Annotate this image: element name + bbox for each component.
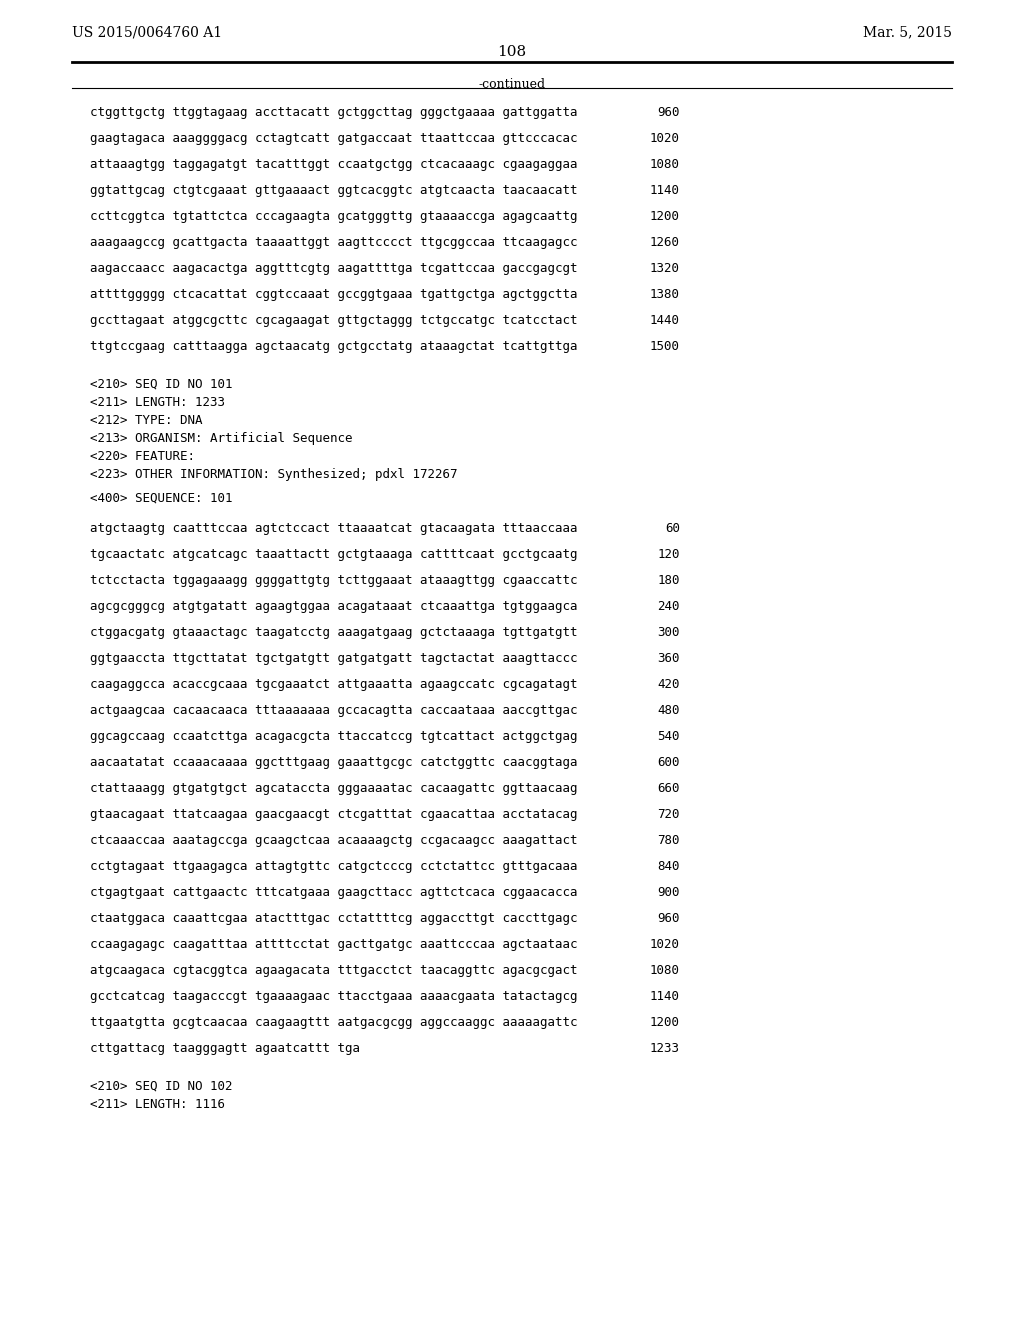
- Text: <211> LENGTH: 1233: <211> LENGTH: 1233: [90, 396, 225, 409]
- Text: ttgtccgaag catttaagga agctaacatg gctgcctatg ataaagctat tcattgttga: ttgtccgaag catttaagga agctaacatg gctgcct…: [90, 341, 578, 352]
- Text: <223> OTHER INFORMATION: Synthesized; pdxl 172267: <223> OTHER INFORMATION: Synthesized; pd…: [90, 469, 458, 480]
- Text: 1440: 1440: [650, 314, 680, 327]
- Text: ggtattgcag ctgtcgaaat gttgaaaact ggtcacggtc atgtcaacta taacaacatt: ggtattgcag ctgtcgaaat gttgaaaact ggtcacg…: [90, 183, 578, 197]
- Text: 120: 120: [657, 548, 680, 561]
- Text: <211> LENGTH: 1116: <211> LENGTH: 1116: [90, 1098, 225, 1111]
- Text: gtaacagaat ttatcaagaa gaacgaacgt ctcgatttat cgaacattaa acctatacag: gtaacagaat ttatcaagaa gaacgaacgt ctcgatt…: [90, 808, 578, 821]
- Text: 1260: 1260: [650, 236, 680, 249]
- Text: 1500: 1500: [650, 341, 680, 352]
- Text: 60: 60: [665, 521, 680, 535]
- Text: 1320: 1320: [650, 261, 680, 275]
- Text: 960: 960: [657, 106, 680, 119]
- Text: gcctcatcag taagacccgt tgaaaagaac ttacctgaaa aaaacgaata tatactagcg: gcctcatcag taagacccgt tgaaaagaac ttacctg…: [90, 990, 578, 1003]
- Text: attaaagtgg taggagatgt tacatttggt ccaatgctgg ctcacaaagc cgaagaggaa: attaaagtgg taggagatgt tacatttggt ccaatgc…: [90, 158, 578, 172]
- Text: aacaatatat ccaaacaaaa ggctttgaag gaaattgcgc catctggttc caacggtaga: aacaatatat ccaaacaaaa ggctttgaag gaaattg…: [90, 756, 578, 770]
- Text: <220> FEATURE:: <220> FEATURE:: [90, 450, 195, 463]
- Text: tctcctacta tggagaaagg ggggattgtg tcttggaaat ataaagttgg cgaaccattc: tctcctacta tggagaaagg ggggattgtg tcttgga…: [90, 574, 578, 587]
- Text: 240: 240: [657, 601, 680, 612]
- Text: Mar. 5, 2015: Mar. 5, 2015: [863, 25, 952, 40]
- Text: ctggacgatg gtaaactagc taagatcctg aaagatgaag gctctaaaga tgttgatgtt: ctggacgatg gtaaactagc taagatcctg aaagatg…: [90, 626, 578, 639]
- Text: ctcaaaccaa aaatagccga gcaagctcaa acaaaagctg ccgacaagcc aaagattact: ctcaaaccaa aaatagccga gcaagctcaa acaaaag…: [90, 834, 578, 847]
- Text: 1380: 1380: [650, 288, 680, 301]
- Text: <210> SEQ ID NO 102: <210> SEQ ID NO 102: [90, 1080, 232, 1093]
- Text: 720: 720: [657, 808, 680, 821]
- Text: 1200: 1200: [650, 1016, 680, 1030]
- Text: <212> TYPE: DNA: <212> TYPE: DNA: [90, 414, 203, 426]
- Text: 600: 600: [657, 756, 680, 770]
- Text: 1233: 1233: [650, 1041, 680, 1055]
- Text: <210> SEQ ID NO 101: <210> SEQ ID NO 101: [90, 378, 232, 391]
- Text: 1020: 1020: [650, 132, 680, 145]
- Text: ggcagccaag ccaatcttga acagacgcta ttaccatccg tgtcattact actggctgag: ggcagccaag ccaatcttga acagacgcta ttaccat…: [90, 730, 578, 743]
- Text: 1140: 1140: [650, 183, 680, 197]
- Text: 1140: 1140: [650, 990, 680, 1003]
- Text: 1080: 1080: [650, 158, 680, 172]
- Text: agcgcgggcg atgtgatatt agaagtggaa acagataaat ctcaaattga tgtggaagca: agcgcgggcg atgtgatatt agaagtggaa acagata…: [90, 601, 578, 612]
- Text: tgcaactatc atgcatcagc taaattactt gctgtaaaga cattttcaat gcctgcaatg: tgcaactatc atgcatcagc taaattactt gctgtaa…: [90, 548, 578, 561]
- Text: attttggggg ctcacattat cggtccaaat gccggtgaaa tgattgctga agctggctta: attttggggg ctcacattat cggtccaaat gccggtg…: [90, 288, 578, 301]
- Text: atgcaagaca cgtacggtca agaagacata tttgacctct taacaggttc agacgcgact: atgcaagaca cgtacggtca agaagacata tttgacc…: [90, 964, 578, 977]
- Text: ccaagagagc caagatttaa attttcctat gacttgatgc aaattcccaa agctaataac: ccaagagagc caagatttaa attttcctat gacttga…: [90, 939, 578, 950]
- Text: 108: 108: [498, 45, 526, 59]
- Text: ctggttgctg ttggtagaag accttacatt gctggcttag gggctgaaaa gattggatta: ctggttgctg ttggtagaag accttacatt gctggct…: [90, 106, 578, 119]
- Text: <400> SEQUENCE: 101: <400> SEQUENCE: 101: [90, 492, 232, 506]
- Text: 660: 660: [657, 781, 680, 795]
- Text: ttgaatgtta gcgtcaacaa caagaagttt aatgacgcgg aggccaaggc aaaaagattc: ttgaatgtta gcgtcaacaa caagaagttt aatgacg…: [90, 1016, 578, 1030]
- Text: cttgattacg taagggagtt agaatcattt tga: cttgattacg taagggagtt agaatcattt tga: [90, 1041, 360, 1055]
- Text: gaagtagaca aaaggggacg cctagtcatt gatgaccaat ttaattccaa gttcccacac: gaagtagaca aaaggggacg cctagtcatt gatgacc…: [90, 132, 578, 145]
- Text: atgctaagtg caatttccaa agtctccact ttaaaatcat gtacaagata tttaaccaaa: atgctaagtg caatttccaa agtctccact ttaaaat…: [90, 521, 578, 535]
- Text: ctgagtgaat cattgaactc tttcatgaaa gaagcttacc agttctcaca cggaacacca: ctgagtgaat cattgaactc tttcatgaaa gaagctt…: [90, 886, 578, 899]
- Text: ggtgaaccta ttgcttatat tgctgatgtt gatgatgatt tagctactat aaagttaccc: ggtgaaccta ttgcttatat tgctgatgtt gatgatg…: [90, 652, 578, 665]
- Text: 540: 540: [657, 730, 680, 743]
- Text: 1020: 1020: [650, 939, 680, 950]
- Text: 840: 840: [657, 861, 680, 873]
- Text: ctaatggaca caaattcgaa atactttgac cctattttcg aggaccttgt caccttgagc: ctaatggaca caaattcgaa atactttgac cctattt…: [90, 912, 578, 925]
- Text: ccttcggtca tgtattctca cccagaagta gcatgggttg gtaaaaccga agagcaattg: ccttcggtca tgtattctca cccagaagta gcatggg…: [90, 210, 578, 223]
- Text: aagaccaacc aagacactga aggtttcgtg aagattttga tcgattccaa gaccgagcgt: aagaccaacc aagacactga aggtttcgtg aagattt…: [90, 261, 578, 275]
- Text: 960: 960: [657, 912, 680, 925]
- Text: cctgtagaat ttgaagagca attagtgttc catgctcccg cctctattcc gtttgacaaa: cctgtagaat ttgaagagca attagtgttc catgctc…: [90, 861, 578, 873]
- Text: 1080: 1080: [650, 964, 680, 977]
- Text: 1200: 1200: [650, 210, 680, 223]
- Text: US 2015/0064760 A1: US 2015/0064760 A1: [72, 25, 222, 40]
- Text: 780: 780: [657, 834, 680, 847]
- Text: <213> ORGANISM: Artificial Sequence: <213> ORGANISM: Artificial Sequence: [90, 432, 352, 445]
- Text: 360: 360: [657, 652, 680, 665]
- Text: 900: 900: [657, 886, 680, 899]
- Text: 420: 420: [657, 678, 680, 690]
- Text: 480: 480: [657, 704, 680, 717]
- Text: aaagaagccg gcattgacta taaaattggt aagttcccct ttgcggccaa ttcaagagcc: aaagaagccg gcattgacta taaaattggt aagttcc…: [90, 236, 578, 249]
- Text: 180: 180: [657, 574, 680, 587]
- Text: gccttagaat atggcgcttc cgcagaagat gttgctaggg tctgccatgc tcatcctact: gccttagaat atggcgcttc cgcagaagat gttgcta…: [90, 314, 578, 327]
- Text: actgaagcaa cacaacaaca tttaaaaaaa gccacagtta caccaataaa aaccgttgac: actgaagcaa cacaacaaca tttaaaaaaa gccacag…: [90, 704, 578, 717]
- Text: caagaggcca acaccgcaaa tgcgaaatct attgaaatta agaagccatc cgcagatagt: caagaggcca acaccgcaaa tgcgaaatct attgaaa…: [90, 678, 578, 690]
- Text: -continued: -continued: [478, 78, 546, 91]
- Text: ctattaaagg gtgatgtgct agcataccta gggaaaatac cacaagattc ggttaacaag: ctattaaagg gtgatgtgct agcataccta gggaaaa…: [90, 781, 578, 795]
- Text: 300: 300: [657, 626, 680, 639]
